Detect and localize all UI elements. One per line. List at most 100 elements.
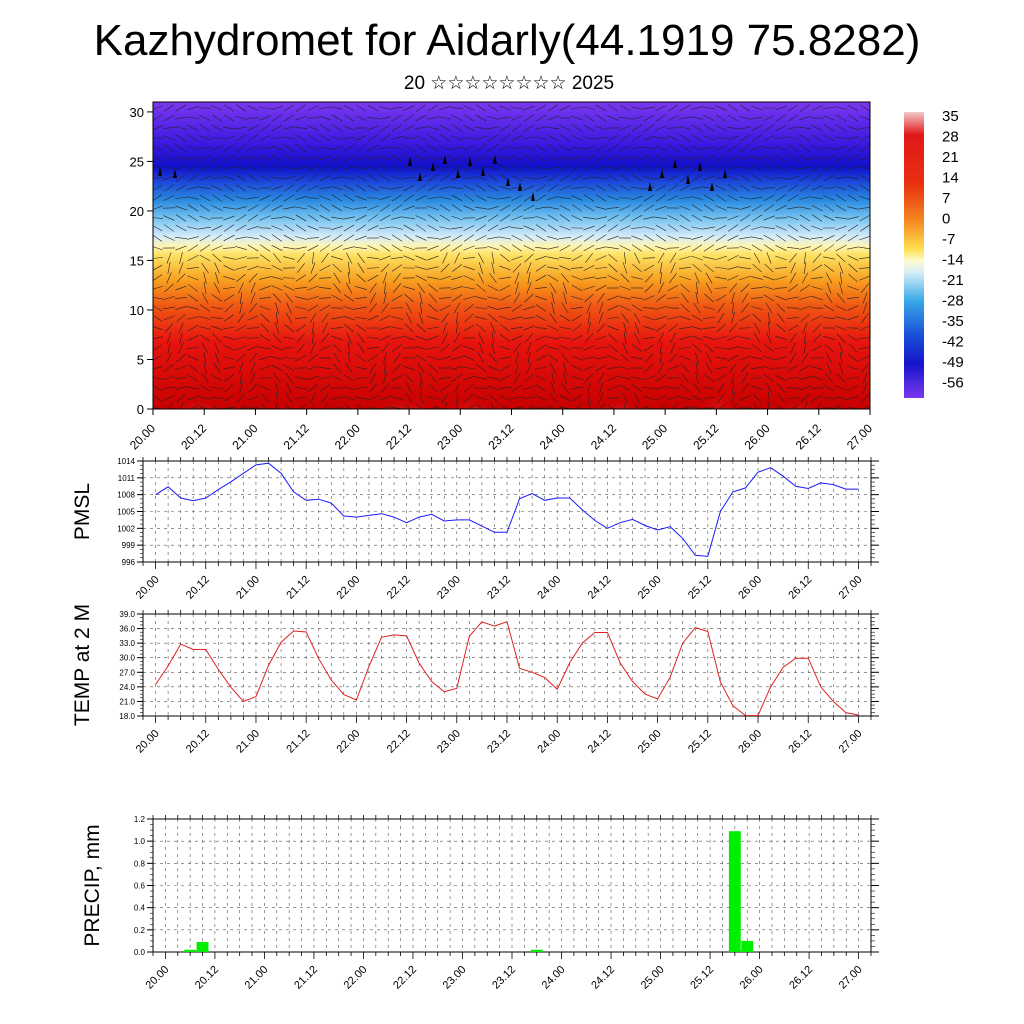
- wind-barb: [571, 314, 583, 322]
- wind-barb: [811, 145, 823, 151]
- wind-barb: [583, 154, 595, 162]
- wind-barb: [273, 253, 281, 263]
- wind-barb: [703, 336, 715, 340]
- wind-barb: [354, 207, 368, 209]
- wind-barb: [789, 272, 797, 284]
- wind-barb: [716, 323, 726, 333]
- wind-barb: [248, 383, 258, 393]
- wind-barb: [427, 196, 439, 200]
- wind-barb: [644, 273, 654, 283]
- wind-barb: [679, 355, 691, 361]
- wind-barb: [571, 235, 583, 241]
- wind-barb: [680, 303, 690, 313]
- wind-barb: [862, 292, 868, 304]
- wind-barb: [741, 372, 749, 384]
- wind-barb: [187, 174, 199, 182]
- wind-barb: [451, 356, 463, 360]
- wind-barb: [584, 333, 594, 343]
- wind-barb: [427, 356, 439, 360]
- wind-barb: [812, 253, 822, 263]
- wind-barb: [235, 115, 247, 121]
- wind-barb: [451, 204, 463, 212]
- wind-barb: [835, 164, 847, 172]
- wind-barb: [355, 396, 367, 400]
- wind-barb: [547, 166, 559, 170]
- wind-barb: [441, 392, 449, 404]
- wind-barb: [847, 255, 859, 261]
- wind-barb: [211, 185, 223, 191]
- wind-barb: [223, 326, 235, 330]
- wind-barb: [740, 283, 750, 293]
- wind-barb: [703, 244, 715, 252]
- wind-barb: [727, 114, 739, 122]
- wind-barb: [715, 356, 727, 360]
- wind-barb: [451, 226, 463, 230]
- wind-barb: [667, 135, 679, 141]
- wind-barb: [715, 276, 727, 280]
- wind-barb: [211, 205, 223, 211]
- wind-barb: [859, 347, 870, 349]
- wind-barb: [702, 327, 716, 329]
- wind-barb: [402, 137, 416, 139]
- wind-barb: [199, 226, 211, 230]
- wind-barb: [463, 225, 475, 231]
- wind-barb: [835, 146, 847, 150]
- wind-barb: [487, 305, 499, 311]
- wind-barb: [679, 174, 691, 182]
- wind-barb: [679, 315, 691, 321]
- wind-barb: [379, 204, 391, 212]
- wind-barb: [787, 376, 799, 380]
- wind-barb: [835, 325, 847, 331]
- wind-barb: [666, 307, 680, 309]
- wind-barb: [597, 292, 605, 304]
- wind-flag: [723, 169, 727, 178]
- wind-barb: [331, 186, 343, 190]
- wind-barb: [451, 215, 463, 221]
- wind-barb: [643, 114, 655, 122]
- wind-barb: [588, 402, 592, 409]
- wind-barb: [403, 184, 415, 192]
- wind-barb: [691, 186, 703, 190]
- x-tick-label: 22.12: [385, 574, 413, 602]
- wind-barb: [799, 296, 811, 300]
- wind-barb: [235, 126, 247, 130]
- wind-barb: [655, 184, 667, 192]
- wind-barb: [419, 372, 423, 384]
- wind-barb: [475, 364, 487, 372]
- x-tick-label: 25.00: [636, 728, 664, 756]
- wind-barb: [730, 392, 736, 404]
- wind-barb: [643, 244, 655, 252]
- wind-barb: [307, 174, 319, 182]
- wind-barb: [487, 144, 499, 152]
- wind-barb: [175, 144, 187, 152]
- wind-barb: [763, 374, 775, 382]
- wind-barb: [523, 396, 535, 400]
- wind-barb: [491, 262, 495, 274]
- wind-barb: [693, 383, 701, 393]
- wind-barb: [584, 293, 594, 303]
- wind-barb: [167, 262, 171, 274]
- wind-barb: [271, 124, 283, 132]
- wind-barb: [235, 336, 247, 340]
- x-tick-label: 22.12: [391, 964, 419, 992]
- wind-barb: [847, 385, 859, 391]
- wind-barb: [838, 362, 844, 374]
- wind-barb: [823, 124, 835, 132]
- wind-flag: [518, 182, 522, 191]
- wind-barb: [295, 274, 307, 282]
- wind-barb: [439, 164, 451, 172]
- wind-barb: [524, 293, 534, 303]
- wind-barb: [499, 196, 511, 200]
- wind-barb: [599, 403, 606, 409]
- wind-barb: [823, 204, 835, 212]
- wind-barb: [811, 204, 823, 212]
- wind-barb: [836, 253, 846, 263]
- wind-barb: [382, 272, 388, 284]
- wind-barb: [463, 165, 475, 171]
- wind-barb: [751, 356, 763, 360]
- wind-barb: [643, 136, 655, 140]
- wind-barb: [455, 322, 459, 334]
- wind-barb: [355, 286, 367, 290]
- wind-barb: [260, 323, 270, 333]
- wind-barb: [535, 234, 547, 242]
